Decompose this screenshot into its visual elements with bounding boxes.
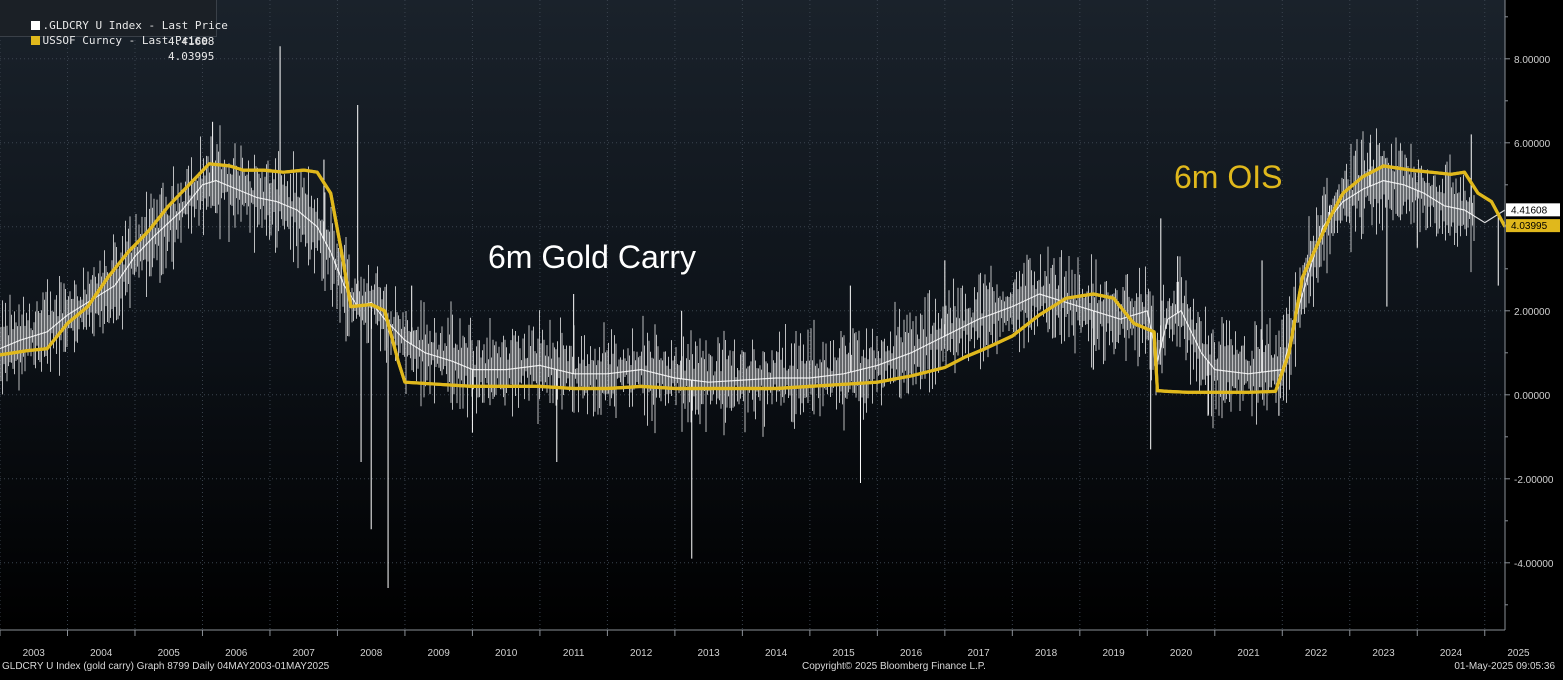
x-tick-label: 2008: [360, 648, 383, 659]
footer-timestamp: 01-May-2025 09:05:36: [1454, 661, 1555, 672]
x-tick-label: 2007: [293, 648, 316, 659]
x-tick-label: 2011: [563, 648, 585, 659]
noise-spikes: [0, 46, 1499, 588]
last-value-box: [1506, 203, 1560, 217]
annotations: 6m Gold Carry 6m OIS: [0, 159, 1507, 394]
last-value-label: 4.03995: [1511, 221, 1548, 232]
y-axis: -4.00000-2.000000.000002.000004.000006.0…: [1505, 16, 1554, 606]
x-tick-label: 2010: [495, 648, 518, 659]
x-tick-label: 2020: [1170, 648, 1193, 659]
x-tick-label: 2003: [23, 648, 46, 659]
footer-graph-info: GLDCRY U Index (gold carry) Graph 8799 D…: [2, 661, 330, 672]
x-tick-label: 2025: [1507, 648, 1530, 659]
x-tick-label: 2017: [967, 648, 990, 659]
legend-item-ussof: USSOF Curncy - Last Price 4.03995: [4, 17, 214, 63]
x-tick-label: 2019: [1102, 648, 1125, 659]
x-tick-label: 2009: [428, 648, 451, 659]
series-line-ussof-top: [0, 162, 1507, 394]
footer: GLDCRY U Index (gold carry) Graph 8799 D…: [0, 659, 1563, 675]
legend: .GLDCRY U Index - Last Price 4.41608 USS…: [0, 0, 228, 63]
legend-swatch-ussof: [30, 36, 40, 45]
x-axis: 2003 2004 2005 2006 2007 2008 2009 2010 2011 2012…: [0, 630, 1530, 659]
last-value-label: 4.41608: [1511, 205, 1548, 216]
y-tick-label: 0.00000: [1514, 391, 1551, 402]
last-value-labels: 4.41608 4.03995: [1506, 203, 1560, 233]
x-tick-label: 2024: [1440, 648, 1463, 659]
legend-swatch-gldcry: [30, 21, 40, 30]
x-tick-label: 2018: [1035, 648, 1058, 659]
legend-label-gldcry: .GLDCRY U Index - Last Price: [42, 19, 228, 32]
footer-copyright: Copyright© 2025 Bloomberg Finance L.P.: [802, 661, 986, 672]
x-tick-label: 2004: [90, 648, 113, 659]
x-tick-label: 2006: [225, 648, 248, 659]
x-tick-label: 2015: [832, 648, 855, 659]
y-tick-label: 8.00000: [1514, 55, 1551, 66]
gridlines: [0, 0, 1505, 630]
legend-value-gldcry: 4.41608: [168, 35, 215, 48]
x-tick-label: 2022: [1305, 648, 1328, 659]
y-tick-label: -2.00000: [1514, 475, 1554, 486]
x-tick-label: 2023: [1372, 648, 1395, 659]
legend-value-ussof: 4.03995: [168, 50, 215, 63]
plot-background: [0, 0, 1505, 630]
x-tick-label: 2005: [158, 648, 181, 659]
legend-item-gldcry: .GLDCRY U Index - Last Price 4.41608: [4, 2, 228, 48]
x-tick-label: 2012: [630, 648, 653, 659]
legend-label-ussof: USSOF Curncy - Last Price: [42, 34, 209, 47]
annotation-gold-carry: 6m Gold Carry: [488, 239, 696, 275]
annotation-ois: 6m OIS: [1174, 159, 1282, 195]
x-tick-label: 2016: [900, 648, 923, 659]
y-tick-label: -4.00000: [1514, 559, 1554, 570]
x-tick-label: 2013: [698, 648, 721, 659]
y-tick-label: 6.00000: [1514, 139, 1551, 150]
y-tick-label: 2.00000: [1514, 307, 1551, 318]
x-tick-label: 2021: [1237, 648, 1260, 659]
x-tick-label: 2014: [765, 648, 788, 659]
last-value-box: [1506, 219, 1560, 233]
